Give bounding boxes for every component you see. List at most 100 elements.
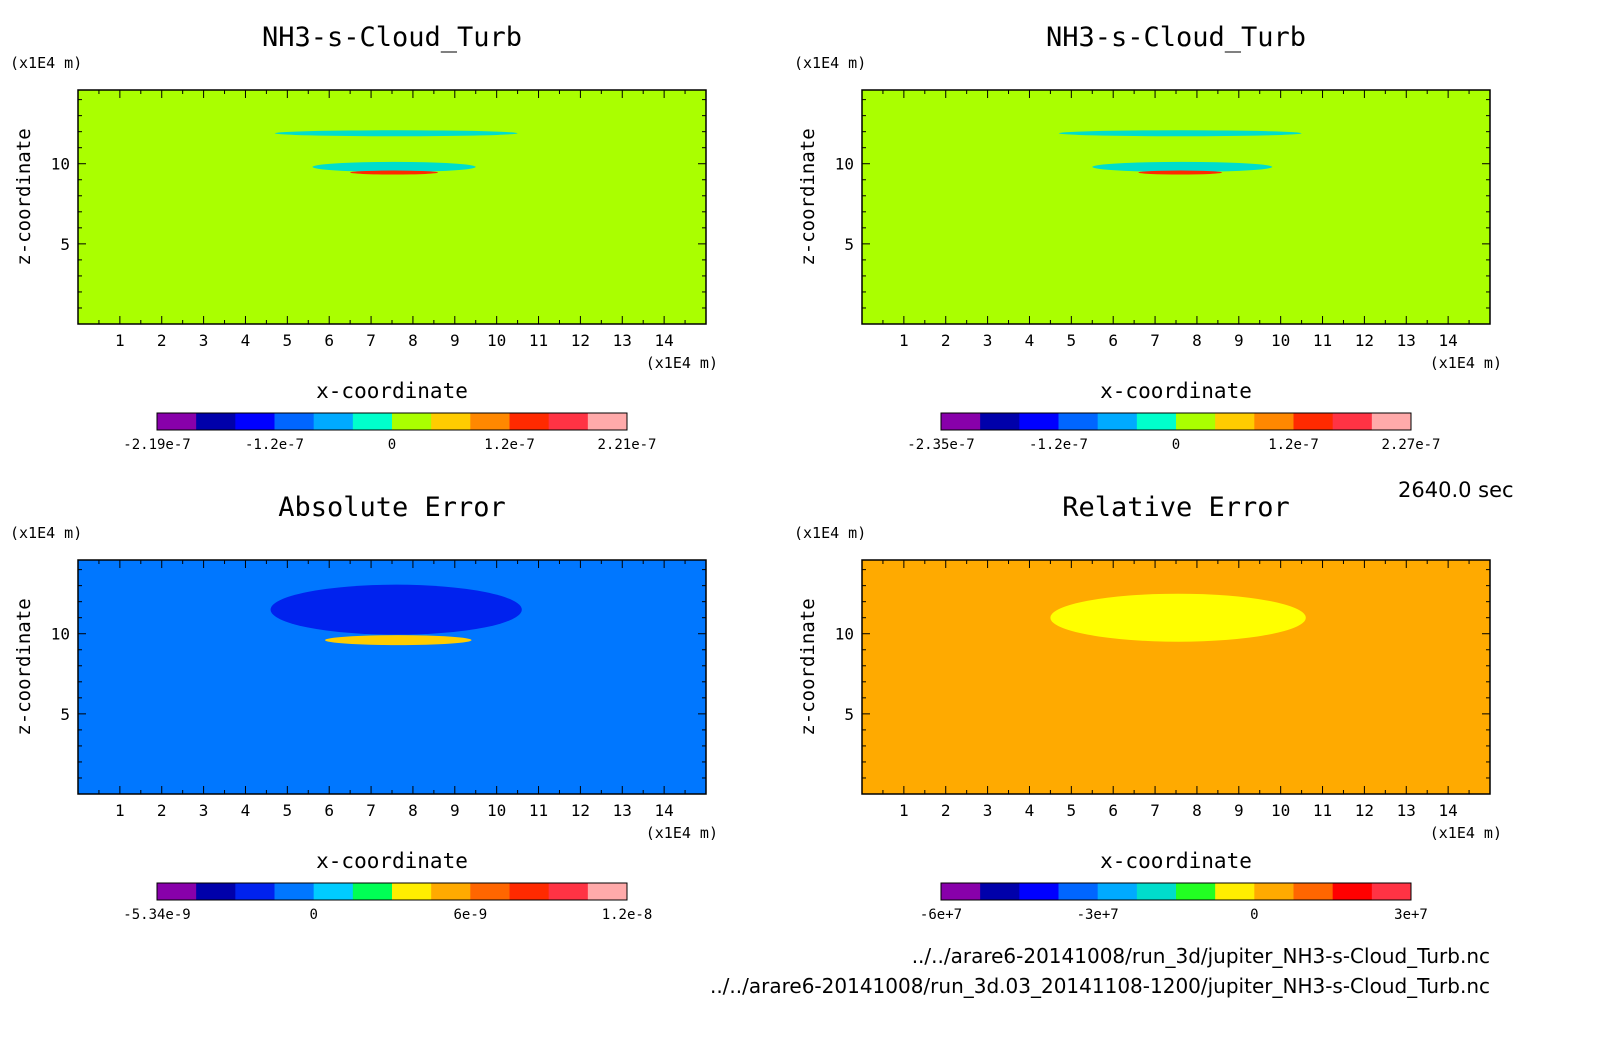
colorbar-swatch [587, 883, 628, 900]
x-tick-label: 5 [1067, 801, 1077, 820]
colorbar-swatch [587, 413, 628, 430]
x-axis-label: x-coordinate [1100, 849, 1252, 873]
x-tick-label: 14 [1439, 331, 1458, 350]
colorbar-tick-label: 0 [1250, 907, 1258, 923]
file-path-2: ../../arare6-20141008/run_3d.03_20141108… [709, 974, 1490, 998]
x-tick-label: 12 [1355, 331, 1374, 350]
colorbar-swatch [274, 883, 315, 900]
x-tick-label: 14 [655, 331, 674, 350]
x-tick-label: 12 [571, 331, 590, 350]
x-unit-label: (x1E4 m) [1430, 354, 1502, 372]
y-tick-label: 10 [51, 155, 70, 174]
colorbar-swatch [941, 883, 981, 900]
x-tick-label: 2 [941, 801, 951, 820]
x-tick-label: 7 [366, 801, 376, 820]
y-tick-label: 10 [51, 625, 70, 644]
x-tick-label: 11 [1313, 801, 1332, 820]
x-tick-label: 7 [1150, 331, 1160, 350]
x-axis-label: x-coordinate [1100, 379, 1252, 403]
y-axis-label: z-coordinate [797, 598, 819, 735]
colorbar-swatch [1293, 883, 1334, 900]
y-unit-label: (x1E4 m) [10, 54, 82, 72]
colorbar-swatch [470, 413, 510, 430]
x-tick-label: 13 [1397, 801, 1416, 820]
colorbar-tick-label: 0 [388, 437, 396, 453]
x-tick-label: 14 [655, 801, 674, 820]
colorbar-tick-label: 0 [309, 907, 317, 923]
x-tick-label: 9 [450, 801, 460, 820]
heatmap-region [350, 170, 439, 175]
heatmap-region [274, 130, 518, 137]
x-unit-label: (x1E4 m) [646, 354, 718, 372]
x-tick-label: 10 [1271, 801, 1290, 820]
y-axis-label: z-coordinate [13, 598, 35, 735]
colorbar-swatch [548, 883, 589, 900]
heatmap-field [862, 90, 1490, 324]
x-tick-label: 11 [529, 331, 548, 350]
x-tick-label: 6 [324, 801, 334, 820]
x-tick-label: 1 [899, 331, 909, 350]
y-tick-label: 10 [835, 155, 854, 174]
x-tick-label: 3 [983, 331, 993, 350]
chart-title: NH3-s-Cloud_Turb [1046, 22, 1306, 53]
colorbar-swatch [313, 413, 354, 430]
heatmap-region [270, 584, 522, 635]
x-tick-label: 13 [1397, 331, 1416, 350]
chart-panel-3: Absolute Error(x1E4 m)1 2 3 4 5 6 7 8 9 10 11 12 13 1… [10, 492, 718, 923]
x-tick-label: 1 [899, 801, 909, 820]
heatmap-region [1058, 130, 1302, 137]
x-axis-label: x-coordinate [316, 379, 468, 403]
colorbar-tick-label: -1.2e-7 [245, 437, 304, 453]
x-tick-label: 4 [241, 331, 251, 350]
x-tick-label: 7 [366, 331, 376, 350]
heatmap-region [325, 635, 472, 646]
colorbar-tick-label: -2.35e-7 [907, 437, 974, 453]
colorbar-swatch [431, 883, 471, 900]
colorbar-swatch [1176, 413, 1216, 430]
colorbar-swatch [196, 413, 236, 430]
x-tick-label: 13 [613, 331, 632, 350]
colorbar-swatch [1371, 883, 1412, 900]
colorbar-swatch [509, 883, 550, 900]
x-tick-label: 8 [1192, 801, 1202, 820]
colorbar-swatch [1332, 413, 1373, 430]
x-tick-label: 2 [157, 331, 167, 350]
colorbar-swatch [470, 883, 510, 900]
colorbar-tick-label: 1.2e-8 [602, 907, 653, 923]
x-tick-label: 5 [283, 801, 293, 820]
x-tick-label: 2 [941, 331, 951, 350]
colorbar-tick-label: -2.19e-7 [123, 437, 190, 453]
chart-title: NH3-s-Cloud_Turb [262, 22, 522, 53]
y-tick-label: 5 [60, 235, 70, 254]
x-tick-label: 11 [529, 801, 548, 820]
timestamp: 2640.0 sec [1398, 478, 1514, 502]
colorbar-swatch [1136, 413, 1177, 430]
x-tick-label: 6 [1108, 331, 1118, 350]
colorbar-frame [940, 412, 1412, 431]
x-tick-label: 12 [1355, 801, 1374, 820]
colorbar-swatch [431, 413, 471, 430]
x-tick-label: 6 [324, 331, 334, 350]
colorbar-swatch [1215, 883, 1255, 900]
colorbar-swatch [1019, 413, 1059, 430]
colorbar-tick-label: -1.2e-7 [1029, 437, 1088, 453]
colorbar-frame [940, 882, 1412, 901]
colorbar-swatch [1136, 883, 1177, 900]
colorbar-swatch [274, 413, 315, 430]
x-tick-label: 2 [157, 801, 167, 820]
x-tick-label: 11 [1313, 331, 1332, 350]
y-unit-label: (x1E4 m) [794, 54, 866, 72]
chart-panel-2: NH3-s-Cloud_Turb(x1E4 m)1 2 3 4 5 6 7 8 9 10 11 12 1… [794, 22, 1502, 453]
colorbar-tick-label: 2.21e-7 [597, 437, 656, 453]
colorbar-swatch [1097, 413, 1138, 430]
y-tick-label: 10 [835, 625, 854, 644]
colorbar-swatch [1332, 883, 1373, 900]
colorbar-swatch [392, 413, 432, 430]
colorbar-swatch [196, 883, 236, 900]
colorbar-tick-label: 1.2e-7 [1268, 437, 1319, 453]
y-axis-label: z-coordinate [797, 128, 819, 265]
colorbar-tick-label: 1.2e-7 [484, 437, 535, 453]
chart-title: Relative Error [1062, 492, 1290, 523]
colorbar-tick-label: -3e+7 [1077, 907, 1119, 923]
